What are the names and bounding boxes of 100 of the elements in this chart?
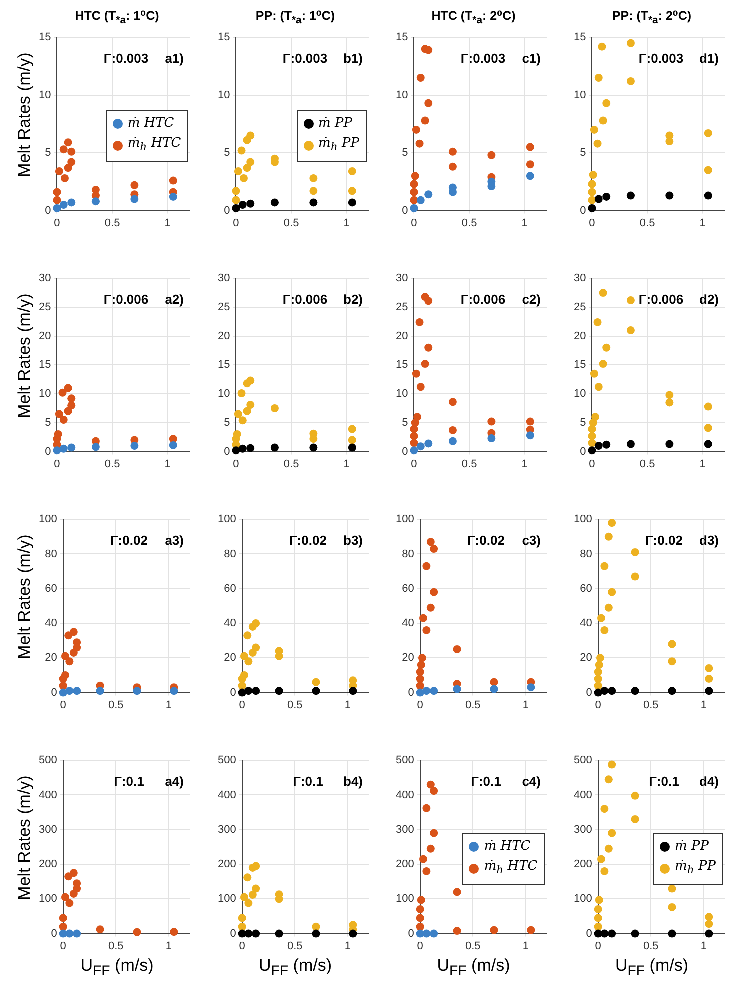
y-tick-label: 0 xyxy=(586,686,592,699)
point xyxy=(252,884,260,893)
point xyxy=(238,688,246,697)
point xyxy=(60,146,68,154)
point xyxy=(237,389,246,398)
point xyxy=(588,204,596,212)
y-tick-label: 15 xyxy=(39,32,52,44)
point xyxy=(244,899,252,908)
y-tick-label: 20 xyxy=(580,652,592,664)
point xyxy=(598,614,606,622)
point xyxy=(252,687,260,696)
x-tick-label: 0.5 xyxy=(286,699,302,712)
annotation: a3) xyxy=(165,533,184,548)
point xyxy=(419,614,428,622)
y-tick-label: 20 xyxy=(574,330,586,342)
annotation: Γ:0.02 xyxy=(288,533,326,548)
point xyxy=(270,444,278,452)
point xyxy=(244,658,252,666)
point xyxy=(66,687,74,696)
point xyxy=(666,138,674,146)
point xyxy=(242,407,251,416)
point xyxy=(348,187,356,196)
y-tick-label: 0 xyxy=(580,446,586,458)
y-tick-label: 25 xyxy=(39,302,52,314)
point xyxy=(309,174,318,182)
y-tick-label: 0 xyxy=(230,928,236,940)
y-tick-label: 20 xyxy=(39,330,52,342)
chart-title: PP: (T$_{*a}$: 1⁰C) xyxy=(254,8,336,28)
x-tick-label: 0 xyxy=(417,699,424,712)
annotation: c1) xyxy=(522,51,541,66)
point xyxy=(666,398,674,407)
y-tick-label: 5 xyxy=(580,147,586,160)
point xyxy=(64,138,73,147)
point xyxy=(600,562,609,570)
point xyxy=(60,688,68,697)
y-tick-label: 20 xyxy=(402,652,414,664)
x-axis-title: U$_{FF}$ (m/s) xyxy=(80,956,155,982)
y-tick-label: 10 xyxy=(217,89,230,102)
point xyxy=(68,444,76,452)
point xyxy=(422,626,430,634)
point xyxy=(309,198,318,207)
point xyxy=(60,914,68,922)
y-tick-label: 100 xyxy=(396,893,414,906)
point xyxy=(705,664,714,673)
point xyxy=(705,930,714,938)
point xyxy=(448,148,457,156)
y-axis-title: Melt Rates (m/y) xyxy=(15,534,36,659)
point xyxy=(592,413,600,422)
x-tick-label: 1 xyxy=(700,940,707,952)
point xyxy=(274,687,283,696)
annotation: Γ:0.02 xyxy=(110,533,148,548)
y-tick-label: 0 xyxy=(224,446,230,458)
y-tick-label: 0 xyxy=(51,686,58,699)
y-tick-label: 0 xyxy=(580,204,586,217)
point xyxy=(64,407,73,416)
point xyxy=(453,646,462,654)
point xyxy=(239,174,248,182)
point xyxy=(243,632,252,640)
point xyxy=(232,204,240,212)
y-tick-label: 500 xyxy=(574,754,592,767)
y-tick-label: 80 xyxy=(224,548,236,560)
y-tick-label: 30 xyxy=(217,272,230,285)
point xyxy=(666,192,674,200)
point xyxy=(430,829,438,838)
point xyxy=(238,201,246,210)
y-tick-label: 25 xyxy=(396,302,408,314)
annotation: Γ:0.1 xyxy=(292,774,323,790)
point xyxy=(410,196,418,204)
point xyxy=(53,196,62,204)
annotation: Γ:0.006 xyxy=(460,292,506,308)
x-tick-label: 0.5 xyxy=(108,940,124,952)
y-tick-label: 400 xyxy=(217,789,236,802)
point xyxy=(416,318,424,326)
point xyxy=(589,171,598,180)
legend-label: ṁ$_{h}$ PP xyxy=(675,858,716,879)
point xyxy=(704,192,712,200)
y-tick-label: 100 xyxy=(217,514,236,526)
y-tick-label: 80 xyxy=(45,548,58,560)
y-axis-title: Melt Rates (m/y) xyxy=(15,775,36,900)
y-tick-label: 25 xyxy=(217,302,230,314)
point xyxy=(232,187,240,196)
y-tick-label: 30 xyxy=(39,272,52,285)
y-tick-label: 300 xyxy=(39,824,58,836)
point xyxy=(59,388,68,397)
legend-label: ṁ$_{h}$ PP xyxy=(318,135,360,156)
y-tick-label: 15 xyxy=(396,359,408,372)
y-tick-label: 300 xyxy=(217,824,236,836)
point xyxy=(92,198,100,206)
point xyxy=(424,344,432,352)
x-tick-label: 0 xyxy=(60,699,67,712)
point xyxy=(66,899,74,908)
point xyxy=(56,168,64,176)
point xyxy=(240,893,248,902)
y-axis-title: Melt Rates (m/y) xyxy=(15,293,36,418)
point xyxy=(170,176,178,185)
y-tick-label: 15 xyxy=(39,359,52,372)
point xyxy=(312,922,320,931)
point xyxy=(588,446,596,455)
point xyxy=(68,158,76,166)
point xyxy=(312,687,320,696)
